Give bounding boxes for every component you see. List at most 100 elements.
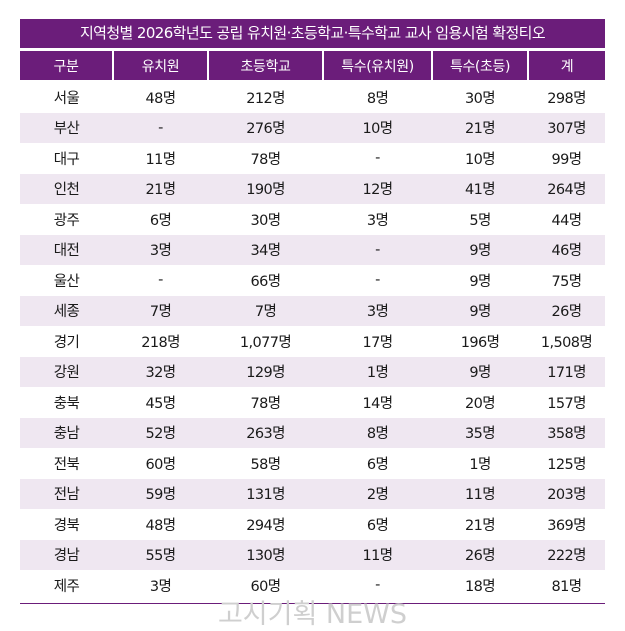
quota-cell: -	[158, 272, 163, 289]
quota-cell: 1명	[323, 356, 432, 387]
table-row: 대구 11명 78명 - 10명 99명	[20, 143, 605, 174]
column-header: 계	[527, 49, 605, 80]
quota-cell: 125명	[547, 456, 586, 473]
table-row: 경남 55명 130명 11명 26명 222명	[20, 539, 605, 570]
quota-cell: 7명	[208, 295, 323, 326]
table-row: 서울 48명 212명 8명 30명 298명	[20, 80, 605, 113]
quota-cell: 34명	[208, 234, 323, 265]
quota-cell: 171명	[528, 356, 605, 387]
region-cell: 부산	[20, 112, 113, 143]
region-cell: 인천	[20, 173, 113, 204]
quota-cell: 196명	[460, 334, 500, 351]
table-row: 강원 32명 129명 1명 9명 171명	[20, 356, 605, 387]
quota-cell: 55명	[113, 539, 208, 570]
quota-cell: 276명	[208, 112, 323, 143]
region-cell: 전남	[20, 478, 113, 509]
region-cell: 경북	[53, 517, 80, 534]
column-header: 특수(유치원)	[322, 49, 432, 80]
region-cell: 경남	[20, 539, 113, 570]
quota-cell: 2명	[323, 478, 432, 509]
quota-cell: 58명	[250, 456, 282, 473]
quota-cell: 17명	[362, 334, 394, 351]
quota-cell: 46명	[528, 234, 605, 265]
quota-cell: 30명	[250, 212, 282, 229]
quota-cell: 48명	[145, 517, 177, 534]
header-row: 구분 유치원 초등학교 특수(유치원) 특수(초등) 계	[20, 49, 605, 80]
quota-cell: -	[375, 577, 380, 594]
region-cell: 전북	[53, 456, 80, 473]
quota-cell: 218명	[141, 334, 180, 351]
quota-cell: 203명	[528, 478, 605, 509]
quota-cell: 264명	[528, 173, 605, 204]
quota-cell: 81명	[551, 578, 583, 595]
region-cell: 세종	[20, 295, 113, 326]
column-header: 특수(초등)	[431, 49, 528, 80]
column-header: 초등학교	[207, 49, 323, 80]
quota-cell: 59명	[113, 478, 208, 509]
quota-cell: 11명	[323, 539, 432, 570]
quota-cell: -	[113, 112, 208, 143]
quota-cell: -	[375, 272, 380, 289]
quota-cell: 307명	[528, 112, 605, 143]
quota-cell: 21명	[465, 517, 496, 534]
quota-cell: 1,077명	[239, 334, 292, 351]
table-row: 대전 3명 34명 -9명 46명	[20, 234, 605, 265]
quota-cell: 131명	[208, 478, 323, 509]
quota-cell: 3명	[323, 295, 432, 326]
table-row: 세종 7명 7명 3명 9명 26명	[20, 295, 605, 326]
quota-cell: 8명	[366, 90, 389, 107]
quota-cell: 263명	[208, 417, 323, 448]
region-cell: 제주	[53, 578, 80, 595]
quota-cell: 1명	[469, 456, 491, 473]
table-header: 구분 유치원 초등학교 특수(유치원) 특수(초등) 계	[20, 49, 605, 80]
table-row: 제주 3명 60명 - 18명 81명	[20, 570, 605, 601]
quota-cell: 6명	[366, 517, 389, 534]
quota-cell: 32명	[113, 356, 208, 387]
table-row: 부산 -276명 10명 21명 307명	[20, 112, 605, 143]
quota-cell: 18명	[465, 578, 496, 595]
bottom-rule	[20, 603, 605, 604]
region-cell: 울산	[53, 273, 80, 290]
region-cell: 대전	[20, 234, 113, 265]
table-row: 전북 60명 58명 6명 1명 125명	[20, 448, 605, 479]
quota-cell: -	[375, 150, 380, 167]
quota-cell: 298명	[547, 90, 586, 107]
table-row: 경기 218명 1,077명 17명 196명 1,508명	[20, 326, 605, 357]
table-body: 서울 48명 212명 8명 30명 298명 부산 -276명 10명 21명 307명 대구 11명…	[20, 80, 605, 601]
quota-cell: 12명	[323, 173, 432, 204]
quota-cell: 10명	[465, 151, 496, 168]
quota-cell: 3명	[113, 234, 208, 265]
table-row: 울산 - 66명 - 9명 75명	[20, 265, 605, 296]
quota-cell: 222명	[528, 539, 605, 570]
quota-cell: 14명	[362, 395, 394, 412]
quota-cell: 5명	[469, 212, 491, 229]
quota-cell: 26명	[528, 295, 605, 326]
quota-cell: 358명	[528, 417, 605, 448]
quota-cell: 212명	[246, 90, 285, 107]
quota-cell: 9명	[432, 234, 528, 265]
quota-cell: 369명	[547, 517, 586, 534]
quota-cell: 190명	[208, 173, 323, 204]
quota-cell: 3명	[366, 212, 389, 229]
quota-cell: 20명	[465, 395, 496, 412]
quota-cell: 78명	[250, 151, 282, 168]
table-title: 지역청별 2026학년도 공립 유치원·초등학교·특수학교 교사 임용시험 확정…	[20, 19, 605, 48]
quota-cell: 6명	[149, 212, 172, 229]
quota-cell: 75명	[551, 273, 583, 290]
quota-cell: 26명	[432, 539, 528, 570]
quota-cell: 11명	[432, 478, 528, 509]
table-row: 인천 21명 190명 12명 41명 264명	[20, 173, 605, 204]
quota-cell: 60명	[250, 578, 282, 595]
quota-cell: 10명	[323, 112, 432, 143]
quota-cell: 1,508명	[540, 334, 593, 351]
quota-cell: 99명	[551, 151, 583, 168]
quota-cell: 8명	[323, 417, 432, 448]
quota-cell: 7명	[113, 295, 208, 326]
quota-cell: 3명	[149, 578, 172, 595]
quota-cell: 41명	[432, 173, 528, 204]
quota-cell: 129명	[208, 356, 323, 387]
table-row: 충남 52명 263명 8명 35명 358명	[20, 417, 605, 448]
watermark-logo: 고시기획 NEWS	[217, 599, 408, 630]
quota-cell: 11명	[145, 151, 177, 168]
quota-cell: 52명	[113, 417, 208, 448]
